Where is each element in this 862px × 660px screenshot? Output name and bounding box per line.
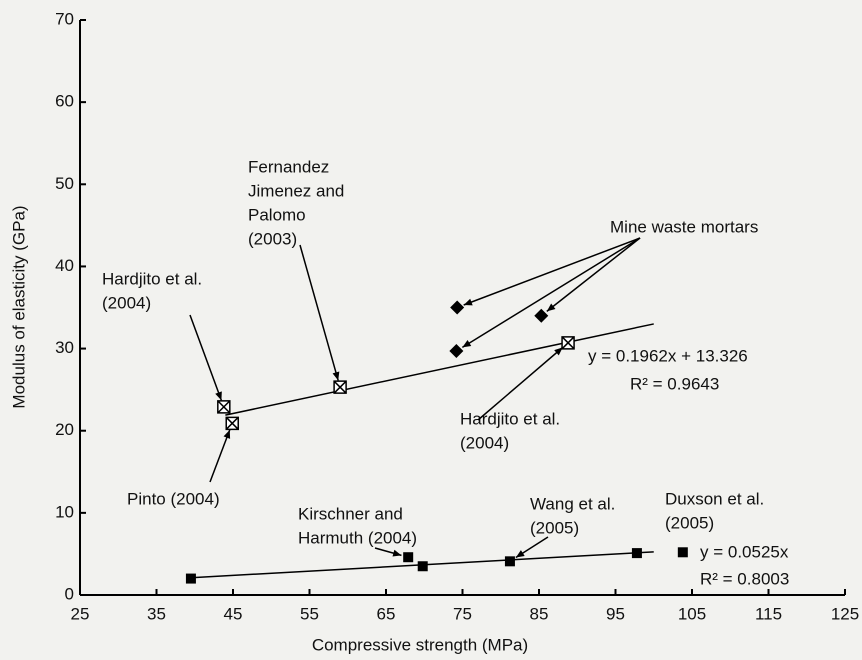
fit-line — [225, 323, 654, 416]
fit-r2: R² = 0.9643 — [630, 374, 719, 393]
arrow-head — [554, 347, 563, 356]
arrow-head — [463, 298, 473, 306]
annotation: (2004) — [460, 433, 509, 452]
x-tick-label: 25 — [71, 604, 90, 623]
x-tick-label: 35 — [147, 604, 166, 623]
point — [333, 380, 347, 394]
point — [225, 416, 239, 431]
x-tick-label: 65 — [377, 604, 396, 623]
annotation: Duxson et al. — [665, 489, 764, 508]
y-tick-label: 70 — [55, 9, 74, 28]
point — [185, 573, 196, 584]
point — [561, 336, 575, 350]
y-tick-label: 0 — [65, 584, 74, 603]
arrow-head — [223, 429, 231, 439]
point — [217, 400, 231, 414]
arrow-head — [462, 340, 472, 348]
x-tick-label: 95 — [606, 604, 625, 623]
arrow-head — [546, 303, 556, 312]
arrow-head — [515, 550, 525, 558]
fit-equation: y = 0.0525x — [700, 542, 789, 561]
point — [449, 344, 464, 359]
fit-equation: y = 0.1962x + 13.326 — [588, 346, 748, 365]
point — [504, 556, 515, 567]
y-tick-label: 10 — [55, 502, 74, 521]
point — [677, 547, 688, 558]
annotation: Palomo — [248, 205, 306, 224]
annotation: Pinto (2004) — [127, 489, 220, 508]
annotation: Kirschner and — [298, 504, 403, 523]
annotation-arrow — [546, 237, 641, 312]
annotation: (2005) — [665, 513, 714, 532]
y-axis-label: Modulus of elasticity (GPa) — [9, 205, 28, 408]
series-label: Mine waste mortars — [610, 217, 758, 236]
y-tick-label: 20 — [55, 420, 74, 439]
annotation: (2005) — [530, 518, 579, 537]
annotation: Wang et al. — [530, 494, 615, 513]
x-tick-label: 85 — [530, 604, 549, 623]
point — [534, 308, 549, 323]
point — [631, 548, 642, 559]
point — [417, 561, 428, 572]
arrow-head — [392, 549, 402, 557]
annotation: (2004) — [102, 293, 151, 312]
arrow-head — [215, 391, 222, 401]
annotation-arrow — [477, 346, 564, 421]
fit-r2: R² = 0.8003 — [700, 569, 789, 588]
annotation-arrow — [463, 237, 641, 306]
y-tick-label: 40 — [55, 256, 74, 275]
x-tick-label: 105 — [678, 604, 706, 623]
point — [403, 552, 414, 563]
annotation-arrow — [189, 314, 223, 401]
x-tick-label: 45 — [224, 604, 243, 623]
x-axis-label: Compressive strength (MPa) — [312, 635, 528, 654]
annotation-arrow — [299, 244, 339, 381]
annotation: Jimenez and — [248, 181, 344, 200]
x-tick-label: 115 — [755, 604, 782, 623]
point — [450, 300, 465, 315]
annotation-arrow — [209, 429, 231, 483]
annotation-arrow — [461, 237, 641, 349]
x-tick-label: 75 — [453, 604, 472, 623]
y-tick-label: 30 — [55, 338, 74, 357]
annotation: Harmuth (2004) — [298, 528, 417, 547]
annotation: Hardjito et al. — [102, 269, 202, 288]
annotation: Fernandez — [248, 157, 329, 176]
x-tick-label: 55 — [300, 604, 319, 623]
y-tick-label: 50 — [55, 174, 74, 193]
y-tick-label: 60 — [55, 92, 74, 111]
annotation: Hardjito et al. — [460, 409, 560, 428]
arrow-head — [332, 371, 340, 381]
annotation: (2003) — [248, 229, 297, 248]
x-tick-label: 125 — [831, 604, 859, 623]
